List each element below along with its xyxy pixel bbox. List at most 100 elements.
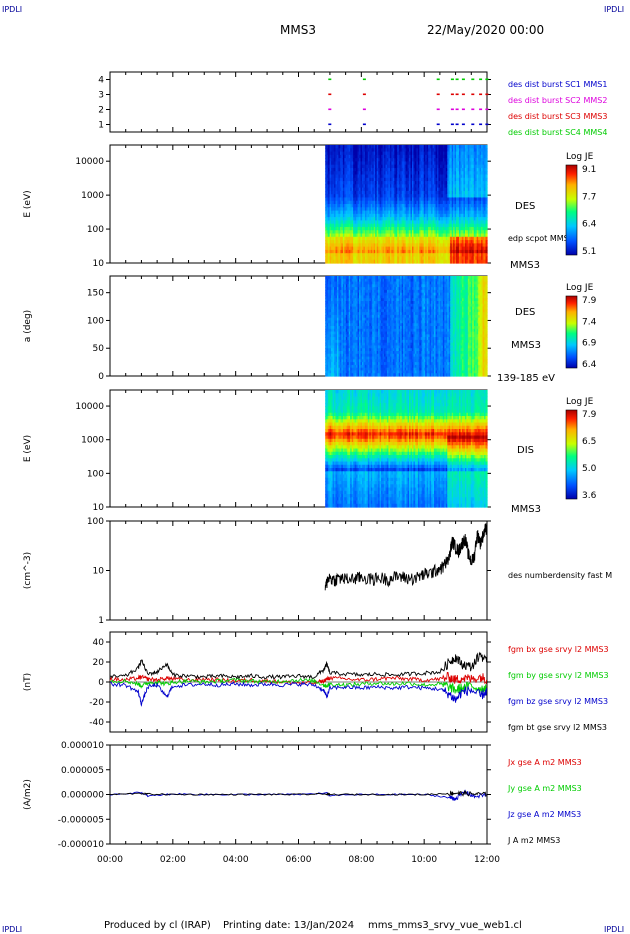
spectrogram-cell xyxy=(354,148,357,153)
spectrogram-cell xyxy=(376,194,379,199)
spectrogram-cell xyxy=(363,246,366,251)
spectrogram-cell xyxy=(469,184,472,189)
spectrogram-cell xyxy=(409,240,412,244)
spectrogram-cell xyxy=(336,370,340,374)
spectrogram-cell xyxy=(403,145,406,149)
spectrogram-cell xyxy=(353,298,356,302)
spectrogram-cell xyxy=(339,326,342,330)
spectrogram-cell xyxy=(475,213,478,218)
spectrogram-cell xyxy=(384,154,387,159)
spectrogram-cell xyxy=(438,249,441,254)
spectrogram-cell xyxy=(329,174,332,179)
spectrogram-cell xyxy=(370,190,373,195)
spectrogram-cell xyxy=(342,287,345,291)
spectrogram-cell xyxy=(381,148,384,153)
spectrogram-cell xyxy=(397,233,400,238)
spectrogram-cell xyxy=(466,200,469,205)
spectrogram-cell xyxy=(436,184,440,189)
spectrogram-cell xyxy=(326,314,329,319)
spectrogram-cell xyxy=(451,151,454,156)
spectrogram-cell xyxy=(331,256,334,261)
spectrogram-cell xyxy=(329,161,332,166)
spectrogram-cell xyxy=(388,164,391,169)
spectrogram-cell xyxy=(344,351,347,355)
colorbar-tick-label: 6.9 xyxy=(582,339,597,349)
spectrogram-cell xyxy=(386,249,390,254)
spectrogram-cell xyxy=(425,187,428,192)
spectrogram-cell xyxy=(431,204,434,208)
spectrogram-cell xyxy=(378,158,381,162)
spectrogram-cell xyxy=(356,161,359,166)
spectrogram-cell xyxy=(438,226,441,231)
spectrogram-cell xyxy=(426,190,429,195)
spectrogram-cell xyxy=(398,167,401,172)
spectrogram-cell xyxy=(423,154,426,159)
spectrogram-cell xyxy=(342,197,345,202)
spectrogram-cell xyxy=(386,171,390,176)
spectrogram-cell xyxy=(457,217,460,221)
spectrogram-cell xyxy=(466,187,469,192)
spectrogram-cell xyxy=(403,190,406,195)
spectrogram-cell xyxy=(335,194,338,199)
spectrogram-cell xyxy=(478,184,481,189)
spectrogram-cell xyxy=(347,187,350,192)
spectrogram-cell xyxy=(370,154,373,159)
spectrogram-cell xyxy=(394,148,397,153)
spectrogram-cell xyxy=(394,145,397,149)
spectrogram-cell xyxy=(375,223,378,228)
spectrogram-cell xyxy=(369,236,372,241)
spectrogram-cell xyxy=(454,204,457,208)
spectrogram-cell xyxy=(392,194,395,199)
spectrogram-cell xyxy=(334,373,337,377)
spectrogram-cell xyxy=(392,256,395,261)
burst-marker xyxy=(450,93,454,96)
spectrogram-cell xyxy=(328,284,331,288)
spectrogram-cell xyxy=(372,204,375,208)
spectrogram-cell xyxy=(404,217,407,221)
spectrogram-cell xyxy=(348,281,351,285)
spectrogram-cell xyxy=(356,243,359,248)
spectrogram-cell xyxy=(411,200,415,205)
spectrogram-cell xyxy=(367,200,370,205)
spectrogram-cell xyxy=(417,151,420,156)
spectrogram-cell xyxy=(391,161,394,166)
spectrogram-cell xyxy=(367,151,370,156)
spectrogram-cell xyxy=(339,240,342,244)
spectrogram-cell xyxy=(472,164,475,169)
spectrogram-cell xyxy=(364,171,367,176)
spectrogram-cell xyxy=(391,213,394,218)
spectrogram-cell xyxy=(422,148,425,153)
spectrogram-cell xyxy=(329,207,332,212)
spectrogram-cell xyxy=(389,158,392,162)
spectrogram-cell xyxy=(426,259,429,264)
spectrogram-cell xyxy=(403,226,406,231)
spectrogram-cell xyxy=(381,158,384,162)
spectrogram-cell xyxy=(425,181,428,185)
spectrogram-cell xyxy=(457,220,460,225)
spectrogram-cell xyxy=(348,292,351,297)
spectrogram-cell xyxy=(332,353,335,358)
spectrogram-cell xyxy=(435,223,438,228)
spectrogram-cell xyxy=(416,217,419,221)
spectrogram-cell xyxy=(409,253,412,258)
spectrogram-cell xyxy=(379,256,382,261)
spectrogram-cell xyxy=(407,194,410,199)
spectrogram-cell xyxy=(457,190,460,195)
spectrogram-cell xyxy=(450,204,453,208)
spectrogram-cell xyxy=(450,253,453,258)
spectrogram-cell xyxy=(331,367,334,372)
spectrogram-cell xyxy=(338,306,341,310)
spectrogram-cell xyxy=(429,197,432,202)
spectrogram-cell xyxy=(417,230,420,235)
spectrogram-cell xyxy=(459,240,462,244)
spectrogram-cell xyxy=(425,246,428,251)
spectrogram-cell xyxy=(376,220,379,225)
spectrogram-cell xyxy=(342,281,345,285)
spectrogram-cell xyxy=(339,317,342,322)
spectrogram-cell xyxy=(470,243,473,248)
spectrogram-cell xyxy=(395,256,398,261)
spectrogram-cell xyxy=(413,181,416,185)
spectrogram-cell xyxy=(403,240,406,244)
spectrogram-cell xyxy=(338,246,341,251)
spectrogram-cell xyxy=(388,161,391,166)
